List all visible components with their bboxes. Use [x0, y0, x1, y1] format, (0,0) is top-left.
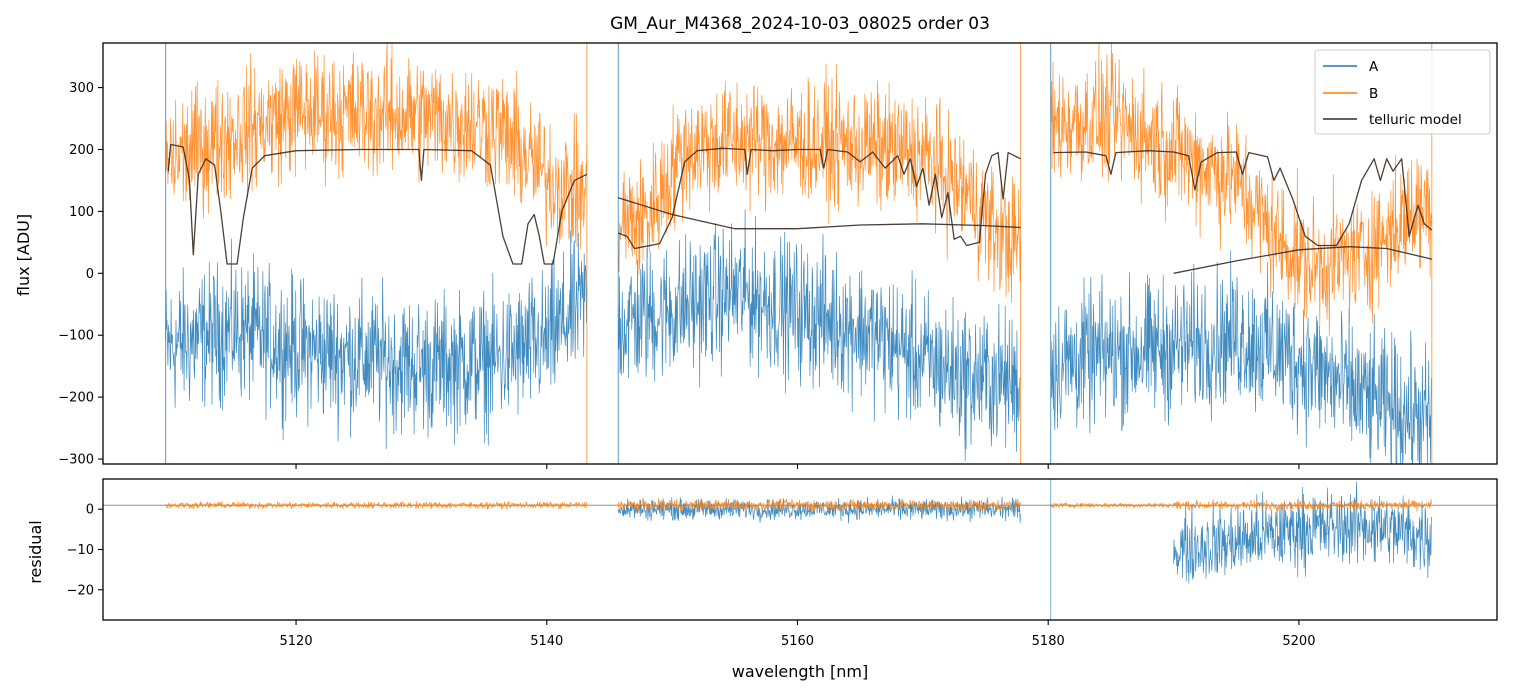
spectrum-ytick-label: 0 — [86, 267, 94, 282]
series-a-segment-1 — [165, 230, 588, 449]
residual-a-segment-2 — [617, 495, 1021, 524]
residual-xtick-label: 5200 — [1282, 634, 1315, 649]
series-a-segment-3 — [1050, 250, 1432, 464]
spectrum-ytick-label: 200 — [69, 143, 94, 158]
spectrum-ytick-label: −200 — [58, 391, 94, 406]
residual-ytick-label: −10 — [67, 543, 94, 558]
residual-b-segment-1 — [165, 500, 588, 510]
residual-xtick-label: 5180 — [1032, 634, 1065, 649]
series-a-segment-2 — [617, 209, 1021, 461]
spectrum-y-label: flux [ADU] — [14, 214, 33, 296]
legend-label-a: A — [1369, 59, 1379, 75]
residual-ytick-label: 0 — [86, 503, 94, 518]
residual-a-segment-4 — [1173, 481, 1432, 584]
spectrum-axes-frame — [102, 42, 1498, 465]
residual-x-ticks: 5120 5140 5160 5180 5200 — [280, 620, 1315, 649]
telluric-model-segment-2 — [617, 147, 1021, 250]
spectrum-plot-area — [165, 43, 1433, 464]
legend-label-b: B — [1369, 86, 1378, 102]
residual-b-segment-4 — [1173, 498, 1432, 512]
residual-xtick-label: 5160 — [781, 634, 814, 649]
series-b-segment-2 — [617, 63, 1021, 303]
legend-label-telluric: telluric model — [1369, 112, 1462, 128]
spectrum-ytick-label: 100 — [69, 205, 94, 220]
residual-xtick-label: 5120 — [280, 634, 313, 649]
residual-plot-area — [103, 479, 1497, 620]
spectrum-axes: −300 −200 −100 0 100 200 300 flux [ADU] — [14, 42, 1498, 469]
spectrum-x-ticks — [295, 464, 1300, 469]
residual-axes: −20 −10 0 5120 5140 5160 5180 5200 residual — [26, 478, 1498, 649]
spectrum-ytick-label: −300 — [58, 453, 94, 468]
residual-ytick-label: −20 — [67, 583, 94, 598]
continuum-fit-segment-3 — [1173, 246, 1432, 274]
x-axis-label: wavelength [nm] — [732, 662, 869, 681]
residual-y-ticks: −20 −10 0 — [67, 503, 103, 598]
residual-axes-frame — [102, 478, 1498, 621]
telluric-model-segment-3 — [1053, 150, 1433, 247]
residual-y-label: residual — [26, 520, 45, 583]
continuum-fit-segment-2 — [618, 197, 1021, 230]
spectrum-ytick-label: 300 — [69, 81, 94, 96]
series-b-segment-3 — [1050, 43, 1432, 336]
series-b-segment-1 — [165, 43, 588, 250]
residual-b-segment-3 — [1050, 502, 1174, 510]
telluric-model-segment-1 — [167, 143, 588, 265]
spectrum-ytick-label: −100 — [58, 329, 94, 344]
chart-title: GM_Aur_M4368_2024-10-03_08025 order 03 — [610, 14, 990, 34]
residual-xtick-label: 5140 — [530, 634, 563, 649]
residual-b-segment-2 — [617, 497, 1021, 514]
spectrum-y-ticks: −300 −200 −100 0 100 200 300 — [58, 81, 103, 468]
legend: A B telluric model — [1314, 49, 1491, 135]
legend-box — [1314, 49, 1491, 135]
